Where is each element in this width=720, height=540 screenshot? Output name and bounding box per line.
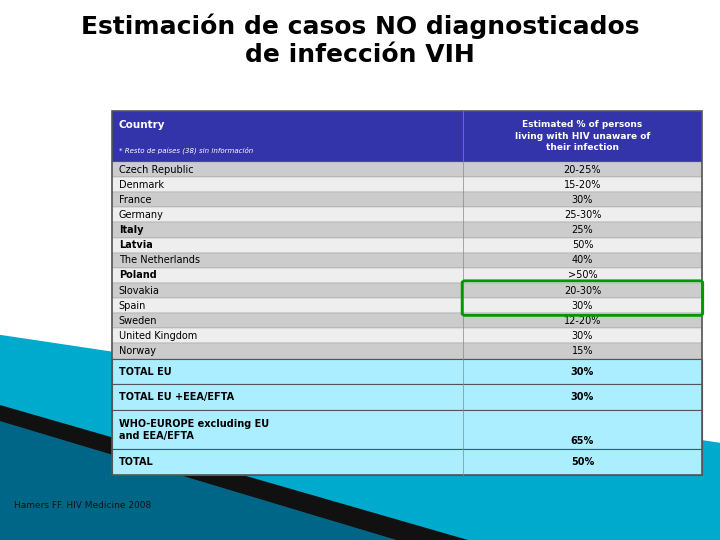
- Text: 50%: 50%: [571, 457, 594, 467]
- FancyBboxPatch shape: [112, 283, 702, 298]
- Text: WHO-EUROPE excluding EU
and EEA/EFTA: WHO-EUROPE excluding EU and EEA/EFTA: [119, 418, 269, 441]
- FancyBboxPatch shape: [112, 328, 702, 343]
- FancyBboxPatch shape: [112, 222, 702, 238]
- Text: Germany: Germany: [119, 210, 163, 220]
- FancyBboxPatch shape: [112, 111, 702, 162]
- FancyBboxPatch shape: [112, 207, 702, 222]
- Text: Estimated % of persons
living with HIV unaware of
their infection: Estimated % of persons living with HIV u…: [515, 120, 650, 152]
- Text: 15%: 15%: [572, 346, 593, 356]
- Text: * Resto de países (38) sin información: * Resto de países (38) sin información: [119, 147, 253, 154]
- Text: United Kingdom: United Kingdom: [119, 331, 197, 341]
- FancyBboxPatch shape: [112, 313, 702, 328]
- Text: Latvia: Latvia: [119, 240, 153, 250]
- Text: 30%: 30%: [572, 331, 593, 341]
- Text: Norway: Norway: [119, 346, 156, 356]
- Text: 30%: 30%: [571, 393, 594, 402]
- Text: 15-20%: 15-20%: [564, 180, 601, 190]
- Text: 12-20%: 12-20%: [564, 316, 601, 326]
- FancyBboxPatch shape: [112, 192, 702, 207]
- FancyBboxPatch shape: [0, 0, 720, 378]
- Text: de infección VIH: de infección VIH: [245, 43, 475, 67]
- Text: >50%: >50%: [567, 271, 598, 280]
- Text: Poland: Poland: [119, 271, 156, 280]
- FancyBboxPatch shape: [112, 238, 702, 253]
- FancyBboxPatch shape: [112, 177, 702, 192]
- Text: 65%: 65%: [571, 436, 594, 446]
- Text: Italy: Italy: [119, 225, 143, 235]
- FancyBboxPatch shape: [112, 384, 702, 410]
- Text: 25%: 25%: [572, 225, 593, 235]
- Text: TOTAL EU: TOTAL EU: [119, 367, 171, 376]
- Text: Estimación de casos NO diagnosticados: Estimación de casos NO diagnosticados: [81, 14, 639, 39]
- Text: 50%: 50%: [572, 240, 593, 250]
- FancyBboxPatch shape: [112, 343, 702, 359]
- Text: The Netherlands: The Netherlands: [119, 255, 200, 265]
- Text: 20-30%: 20-30%: [564, 286, 601, 295]
- Text: 30%: 30%: [572, 301, 593, 310]
- FancyBboxPatch shape: [112, 298, 702, 313]
- Text: Hamers FF. HIV Medicine 2008: Hamers FF. HIV Medicine 2008: [14, 501, 152, 510]
- Text: Czech Republic: Czech Republic: [119, 165, 194, 174]
- FancyBboxPatch shape: [112, 359, 702, 384]
- Text: 40%: 40%: [572, 255, 593, 265]
- Text: 30%: 30%: [571, 367, 594, 376]
- FancyBboxPatch shape: [112, 253, 702, 268]
- Text: TOTAL EU +EEA/EFTA: TOTAL EU +EEA/EFTA: [119, 393, 234, 402]
- FancyBboxPatch shape: [112, 268, 702, 283]
- Text: Slovakia: Slovakia: [119, 286, 160, 295]
- FancyBboxPatch shape: [112, 410, 702, 449]
- Text: Denmark: Denmark: [119, 180, 164, 190]
- Polygon shape: [0, 335, 720, 540]
- Polygon shape: [0, 405, 468, 540]
- Text: Sweden: Sweden: [119, 316, 157, 326]
- Text: Spain: Spain: [119, 301, 146, 310]
- Text: 30%: 30%: [572, 195, 593, 205]
- Text: 20-25%: 20-25%: [564, 165, 601, 174]
- FancyBboxPatch shape: [112, 162, 702, 177]
- Text: France: France: [119, 195, 151, 205]
- Text: TOTAL: TOTAL: [119, 457, 153, 467]
- FancyBboxPatch shape: [112, 449, 702, 475]
- Text: 25-30%: 25-30%: [564, 210, 601, 220]
- Polygon shape: [0, 421, 396, 540]
- Text: Country: Country: [119, 120, 166, 130]
